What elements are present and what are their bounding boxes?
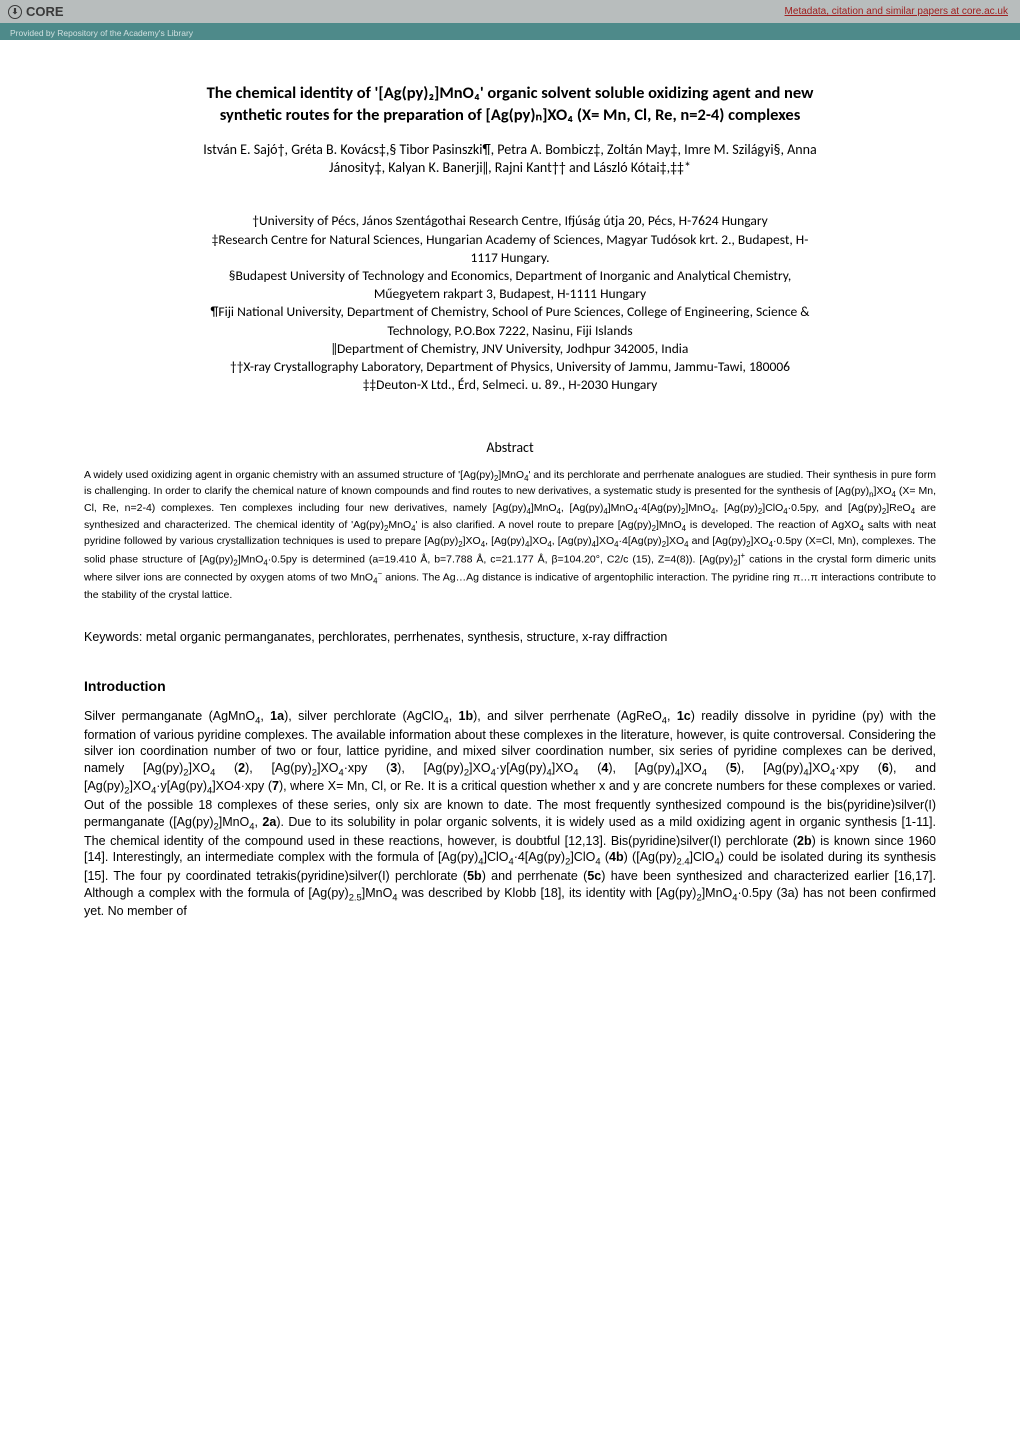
core-subbanner: Provided by Repository of the Academy's …	[0, 26, 1020, 40]
affil-4a: ¶Fiji National University, Department of…	[210, 303, 809, 320]
affil-5: ‖Department of Chemistry, JNV University…	[332, 340, 689, 357]
core-logo: ⬇ CORE	[0, 4, 64, 19]
paper-content: The chemical identity of '[Ag(py)₂]MnO₄'…	[0, 40, 1020, 950]
affil-2b: 1117 Hungary.	[471, 249, 550, 266]
core-logo-icon: ⬇	[8, 5, 22, 19]
core-metadata-link[interactable]: Metadata, citation and similar papers at…	[785, 6, 1020, 17]
affil-4b: Technology, P.O.Box 7222, Nasinu, Fiji I…	[387, 322, 632, 339]
affil-2a: ‡Research Centre for Natural Sciences, H…	[212, 231, 809, 248]
abstract-heading: Abstract	[84, 439, 936, 456]
affil-1: †University of Pécs, János Szentágothai …	[252, 212, 767, 229]
authors-line1: István E. Sajó†, Gréta B. Kovács‡,§ Tibo…	[203, 141, 816, 158]
keywords: Keywords: metal organic permanganates, p…	[84, 630, 936, 644]
affiliations-block: †University of Pécs, János Szentágothai …	[84, 212, 936, 394]
introduction-body: Silver permanganate (AgMnO4, 1a), silver…	[84, 708, 936, 920]
authors-line2: Jánosity‡, Kalyan K. Banerji‖, Rajni Kan…	[329, 159, 691, 176]
core-logo-text: CORE	[26, 4, 64, 19]
core-banner: ⬇ CORE Metadata, citation and similar pa…	[0, 0, 1020, 26]
title-line1: The chemical identity of '[Ag(py)₂]MnO₄'…	[207, 83, 814, 103]
abstract-body: A widely used oxidizing agent in organic…	[84, 468, 936, 602]
authors-block: István E. Sajó†, Gréta B. Kovács‡,§ Tibo…	[84, 141, 936, 179]
paper-title: The chemical identity of '[Ag(py)₂]MnO₄'…	[84, 82, 936, 127]
introduction-heading: Introduction	[84, 678, 936, 694]
affil-3a: §Budapest University of Technology and E…	[229, 267, 792, 284]
title-line2: synthetic routes for the preparation of …	[220, 105, 801, 125]
affil-7: ‡‡Deuton-X Ltd., Érd, Selmeci. u. 89., H…	[363, 376, 658, 393]
affil-3b: Műegyetem rakpart 3, Budapest, H-1111 Hu…	[374, 285, 646, 302]
affil-6: ††X-ray Crystallography Laboratory, Depa…	[230, 358, 790, 375]
